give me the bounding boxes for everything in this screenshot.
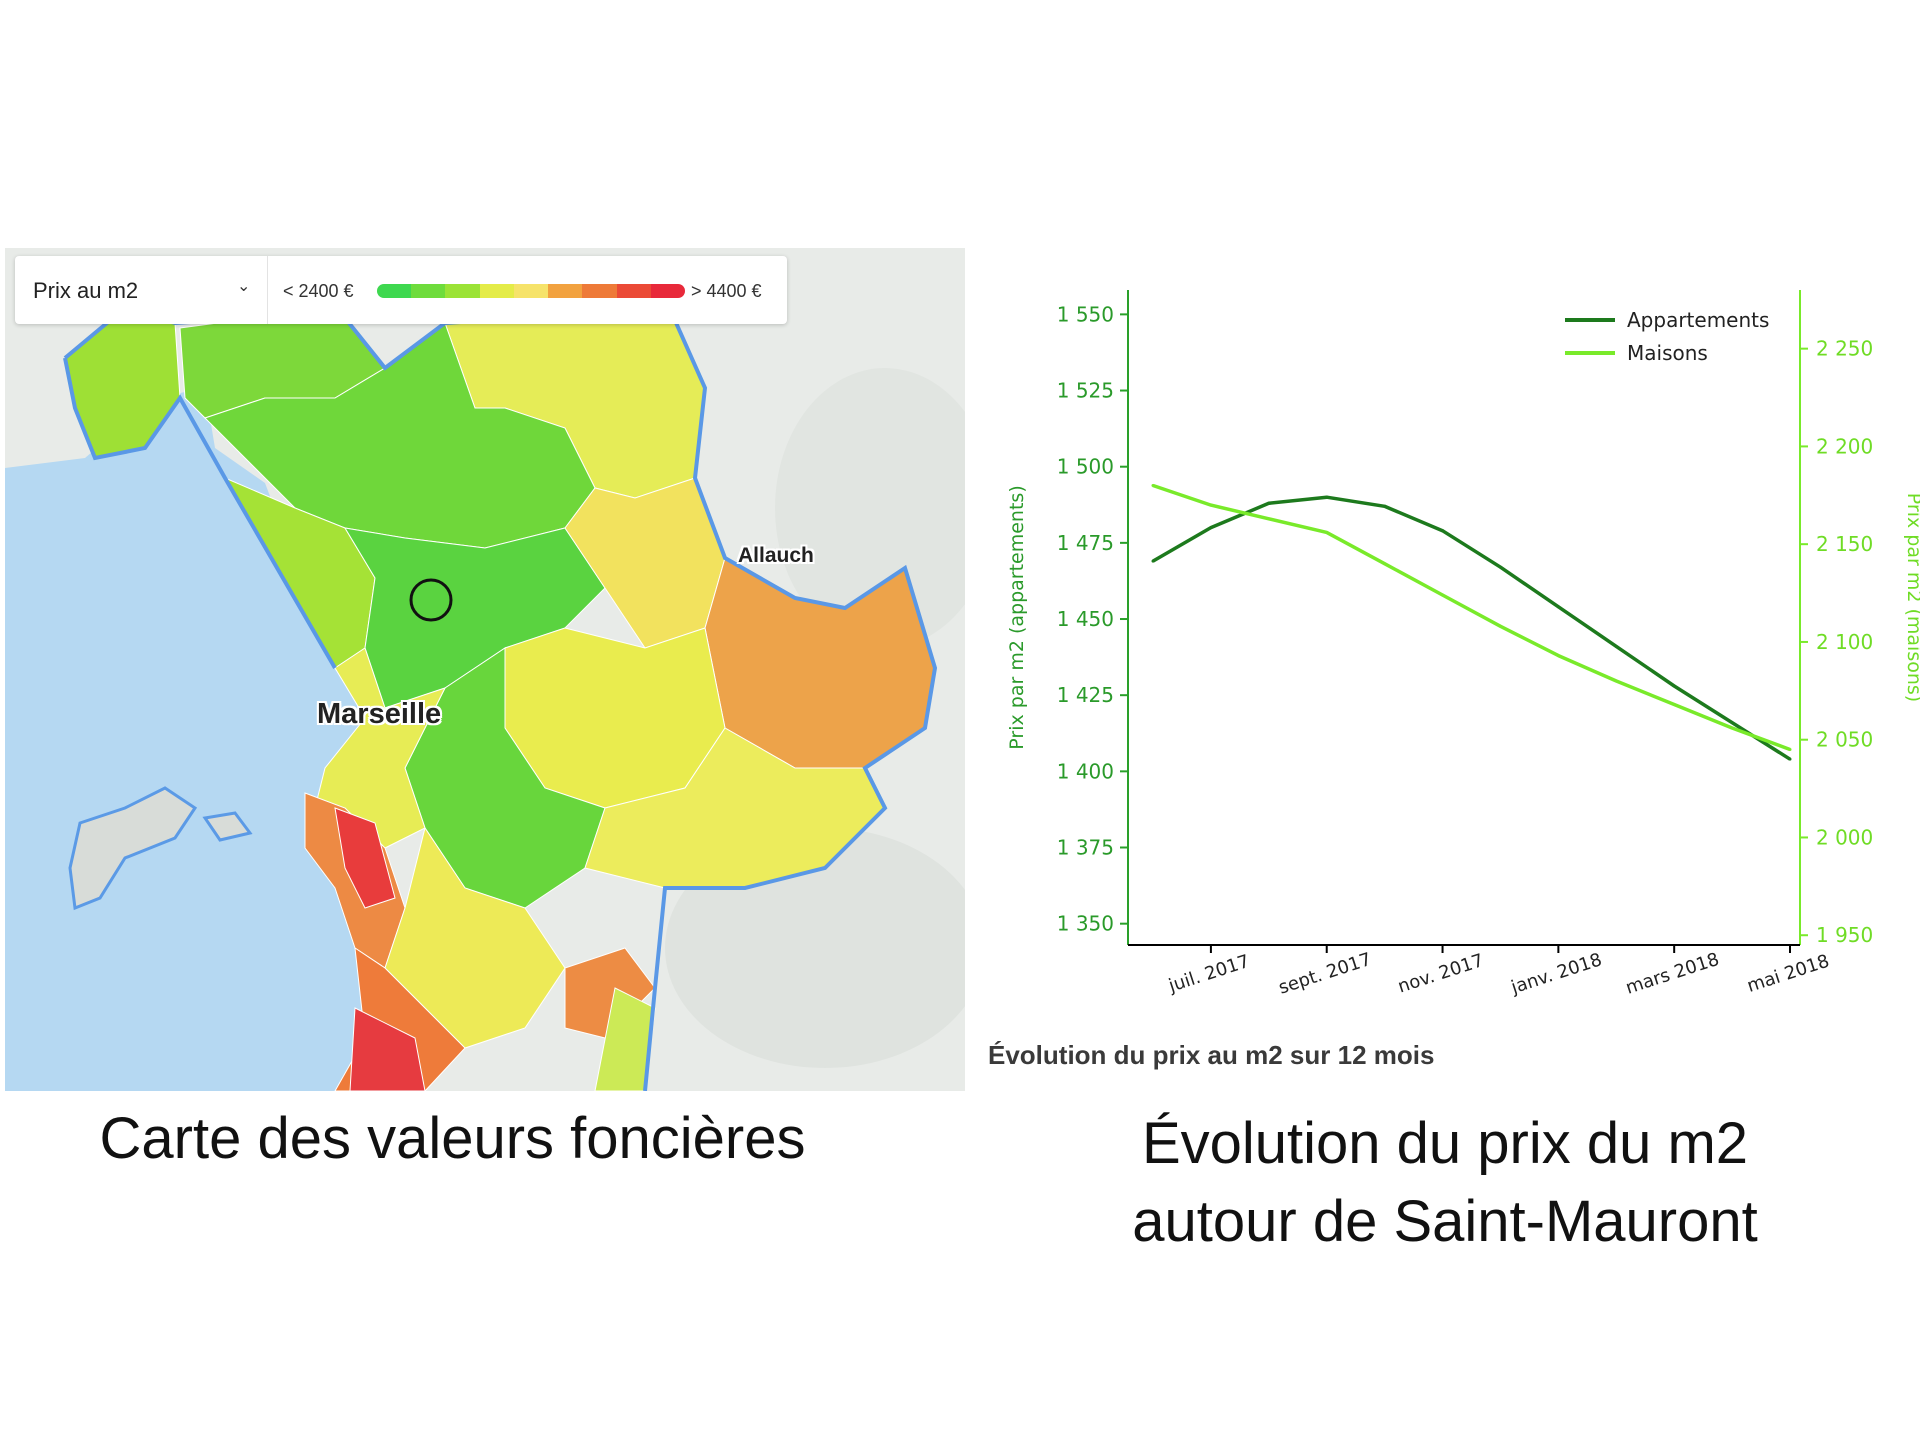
- data-point-maisons: [1672, 703, 1676, 707]
- map-canvas[interactable]: [5, 248, 965, 1091]
- legend-min-label: < 2400 €: [283, 281, 354, 301]
- land-value-map[interactable]: Prix au m2 ⌄ < 2400 € > 4400 € Marseille…: [5, 248, 965, 1091]
- data-point-appartements: [1441, 529, 1445, 533]
- price-evolution-chart: 1 350 1 375 1 400 1 425 1 450 1 475 1 500 1 525…: [1006, 290, 1920, 999]
- y-right-tick-label: 2 200: [1816, 434, 1873, 458]
- y-axis-right-label: Prix par m2 (maisons): [1903, 493, 1920, 702]
- legend-color-swatch: [650, 284, 685, 298]
- chart-caption-line-2: autour de Saint-Mauront: [1132, 1189, 1758, 1254]
- y-left-tick-label: 1 425: [1057, 683, 1114, 707]
- data-point-appartements: [1672, 684, 1676, 688]
- coast-boundary: [63, 357, 337, 670]
- data-point-appartements: [1556, 605, 1560, 609]
- legend-color-swatch: [513, 284, 549, 298]
- selected-location-marker[interactable]: [409, 578, 453, 622]
- map-label-allauch: Allauch: [738, 544, 814, 567]
- hillshade: [775, 368, 965, 648]
- x-tick-label: sept. 2017: [1276, 949, 1374, 999]
- data-point-maisons: [1441, 593, 1445, 597]
- y-axis-left-label: Prix par m2 (appartements): [1006, 485, 1028, 749]
- y-right-tick-label: 1 950: [1816, 923, 1873, 947]
- data-point-appartements: [1788, 757, 1792, 761]
- legend-max-label: > 4400 €: [691, 281, 762, 301]
- legend-color-swatch: [582, 284, 617, 298]
- x-tick-label: janv. 2018: [1508, 949, 1605, 998]
- data-point-appartements: [1383, 504, 1387, 508]
- y-right-tick-label: 2 000: [1816, 825, 1873, 849]
- data-point-maisons: [1383, 562, 1387, 566]
- y-left-tick-label: 1 350: [1057, 912, 1114, 936]
- y-left-tick-label: 1 400: [1057, 759, 1114, 783]
- island: [202, 811, 253, 842]
- chevron-down-icon[interactable]: ⌄: [237, 278, 251, 295]
- y-right-tick-label: 2 050: [1816, 728, 1873, 752]
- district-zone[interactable]: [594, 987, 656, 1091]
- series-line-maisons: [1152, 483, 1791, 752]
- chart-caption: Évolution du prix au m2 sur 12 mois: [988, 1040, 1435, 1070]
- data-point-maisons: [1209, 503, 1213, 507]
- legend-color-swatch: [479, 284, 514, 298]
- x-tick-label: mai 2018: [1745, 951, 1832, 997]
- y-left-tick-label: 1 500: [1057, 455, 1114, 479]
- data-point-maisons: [1730, 726, 1734, 730]
- data-point-maisons: [1498, 624, 1502, 628]
- district-zone[interactable]: [334, 807, 396, 909]
- x-tick-label: mars 2018: [1623, 949, 1722, 999]
- data-point-appartements: [1730, 721, 1734, 725]
- data-point-maisons: [1267, 517, 1271, 521]
- data-point-maisons: [1556, 654, 1560, 658]
- x-tick-label: nov. 2017: [1395, 950, 1486, 997]
- map-legend-bar: Prix au m2 ⌄ < 2400 € > 4400 €: [15, 256, 787, 324]
- data-point-appartements: [1498, 565, 1502, 569]
- y-left-tick-label: 1 450: [1057, 607, 1114, 631]
- series-line-appartements: [1152, 495, 1791, 761]
- legend-color-swatch: [548, 284, 583, 298]
- sea: [5, 388, 395, 1091]
- data-point-maisons: [1614, 679, 1618, 683]
- chart-caption-line-1: Évolution du prix du m2: [1141, 1111, 1749, 1176]
- map-caption: Carte des valeurs foncières: [99, 1106, 806, 1171]
- legend-label: Appartements: [1627, 308, 1769, 332]
- frioul-islands: [68, 786, 198, 911]
- y-right-tick-label: 2 250: [1816, 337, 1873, 361]
- legend-color-swatch: [411, 284, 446, 298]
- y-left-tick-label: 1 475: [1057, 531, 1114, 555]
- y-right-tick-label: 2 150: [1816, 532, 1873, 556]
- legend-color-swatch: [377, 284, 412, 298]
- legend-label: Maisons: [1627, 341, 1708, 365]
- data-point-appartements: [1614, 644, 1618, 648]
- y-right-tick-label: 2 100: [1816, 630, 1873, 654]
- data-point-appartements: [1325, 495, 1329, 499]
- metric-selector-label: Prix au m2: [33, 278, 139, 303]
- y-left-tick-label: 1 550: [1057, 302, 1114, 326]
- data-point-appartements: [1267, 501, 1271, 505]
- data-point-appartements: [1151, 559, 1155, 563]
- y-left-tick-label: 1 375: [1057, 836, 1114, 860]
- metric-selector[interactable]: Prix au m2 ⌄: [15, 256, 268, 324]
- district-zone[interactable]: [314, 647, 446, 849]
- y-left-tick-label: 1 525: [1057, 379, 1114, 403]
- legend-color-scale: [377, 284, 685, 298]
- district-polygons[interactable]: [64, 267, 936, 1091]
- data-point-maisons: [1325, 530, 1329, 534]
- district-zone[interactable]: [349, 1007, 426, 1091]
- data-point-appartements: [1209, 526, 1213, 530]
- map-label-marseille: Marseille: [317, 698, 442, 730]
- legend-color-swatch: [445, 284, 480, 298]
- chart-figure-caption: Évolution du prix du m2 autour de Saint-…: [1000, 1105, 1890, 1261]
- x-tick-label: juil. 2017: [1165, 951, 1252, 997]
- data-point-maisons: [1788, 747, 1792, 751]
- data-point-maisons: [1151, 484, 1155, 488]
- legend-color-swatch: [616, 284, 651, 298]
